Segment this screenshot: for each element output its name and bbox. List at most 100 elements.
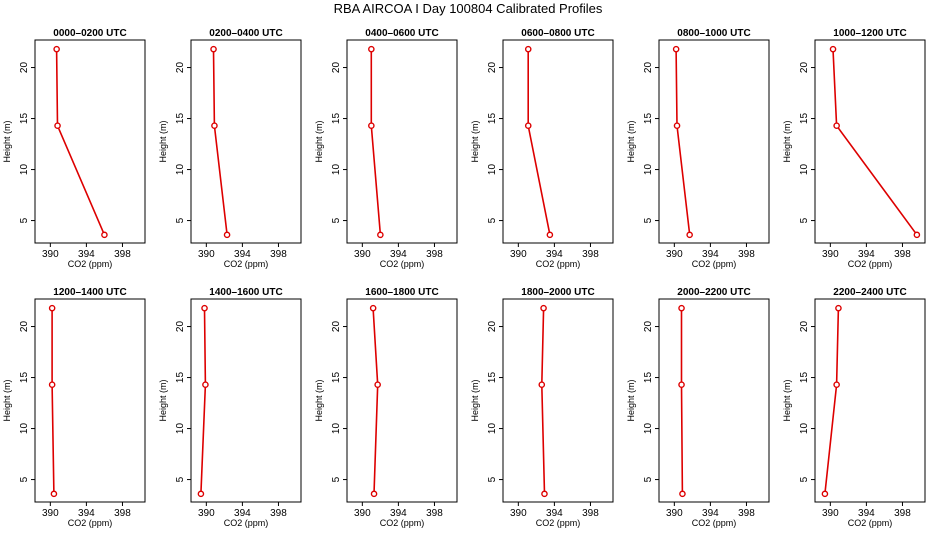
- profile-line: [540, 308, 546, 494]
- y-tick-label: 10: [487, 423, 498, 435]
- data-point: [540, 304, 547, 312]
- y-tick-label: 10: [175, 423, 186, 435]
- y-tick-label: 15: [643, 372, 654, 384]
- y-axis-label: Height (m): [314, 120, 324, 162]
- panel-frame: [346, 39, 458, 244]
- x-axis-label: CO2 (ppm): [536, 259, 581, 269]
- x-tick-label: 398: [738, 508, 755, 519]
- y-axis-label: Height (m): [2, 379, 12, 421]
- x-tick-label: 390: [42, 508, 59, 519]
- y-tick-label: 15: [175, 113, 186, 125]
- x-tick-label: 394: [702, 508, 719, 519]
- y-axis-label: Height (m): [782, 379, 792, 421]
- main-title: RBA AIRCOA I Day 100804 Calibrated Profi…: [333, 1, 603, 16]
- y-axis-label: Height (m): [158, 379, 168, 421]
- y-tick-label: 20: [175, 62, 186, 74]
- data-point: [524, 45, 532, 53]
- x-axis-label: CO2 (ppm): [848, 518, 893, 528]
- y-tick-label: 15: [643, 113, 654, 125]
- panel-frame: [346, 298, 458, 503]
- panel-title: 0400–0600 UTC: [365, 28, 438, 39]
- profile-line: [51, 308, 55, 494]
- data-point: [835, 304, 842, 312]
- panel-title: 1400–1600 UTC: [209, 287, 282, 298]
- data-point: [686, 231, 693, 239]
- data-point: [368, 122, 375, 129]
- data-point: [48, 304, 56, 312]
- panel-frame: [814, 298, 926, 503]
- x-tick-label: 398: [582, 249, 599, 260]
- data-point: [101, 231, 108, 239]
- x-tick-label: 398: [426, 508, 443, 519]
- y-tick-label: 15: [487, 372, 498, 384]
- y-tick-label: 10: [487, 164, 498, 176]
- data-point: [678, 381, 685, 388]
- x-axis-label: CO2 (ppm): [380, 259, 425, 269]
- x-tick-label: 394: [390, 508, 407, 519]
- panel-title: 0800–1000 UTC: [677, 28, 750, 39]
- x-tick-label: 394: [78, 249, 95, 260]
- y-tick-label: 5: [487, 217, 498, 223]
- profile-line: [55, 49, 106, 236]
- data-point: [672, 45, 680, 53]
- y-tick-label: 5: [643, 217, 654, 223]
- profile-line: [527, 49, 551, 235]
- x-tick-label: 390: [354, 508, 371, 519]
- y-tick-label: 15: [331, 372, 342, 384]
- y-tick-label: 5: [487, 476, 498, 482]
- y-tick-label: 10: [331, 164, 342, 176]
- y-axis-label: Height (m): [314, 379, 324, 421]
- y-tick-label: 5: [643, 476, 654, 482]
- panel-frame: [658, 39, 770, 244]
- x-tick-label: 390: [666, 249, 683, 260]
- y-tick-label: 20: [643, 62, 654, 74]
- panel-frame: [190, 298, 302, 503]
- profile-line: [200, 308, 207, 494]
- x-axis-label: CO2 (ppm): [380, 518, 425, 528]
- x-tick-label: 390: [822, 249, 839, 260]
- panel-frame: [34, 39, 146, 244]
- panel-title: 1000–1200 UTC: [833, 28, 906, 39]
- x-tick-label: 390: [666, 508, 683, 519]
- panel-frame: [814, 39, 926, 244]
- y-tick-label: 15: [19, 113, 30, 125]
- data-point: [377, 231, 384, 239]
- x-tick-label: 398: [114, 249, 131, 260]
- data-point: [48, 381, 56, 388]
- data-point: [679, 490, 686, 498]
- data-point: [368, 45, 375, 53]
- x-tick-label: 394: [546, 249, 563, 260]
- x-tick-label: 398: [270, 249, 287, 260]
- data-point: [913, 231, 921, 239]
- x-tick-label: 394: [234, 508, 251, 519]
- x-tick-label: 390: [42, 249, 59, 260]
- data-point: [524, 122, 532, 129]
- x-tick-label: 390: [354, 249, 371, 260]
- y-tick-label: 15: [487, 113, 498, 125]
- x-tick-label: 398: [114, 508, 131, 519]
- y-tick-label: 20: [175, 321, 186, 333]
- y-tick-label: 10: [19, 164, 30, 176]
- x-tick-label: 394: [702, 249, 719, 260]
- data-point: [541, 490, 548, 498]
- y-tick-label: 5: [19, 476, 30, 482]
- panel-title: 0200–0400 UTC: [209, 28, 282, 39]
- y-tick-label: 20: [487, 321, 498, 333]
- y-axis-label: Height (m): [782, 120, 792, 162]
- y-axis-label: Height (m): [470, 120, 480, 162]
- data-point: [538, 381, 546, 388]
- y-tick-label: 20: [487, 62, 498, 74]
- y-tick-label: 10: [175, 164, 186, 176]
- panel-frame: [34, 298, 146, 503]
- x-tick-label: 394: [78, 508, 95, 519]
- x-axis-label: CO2 (ppm): [848, 259, 893, 269]
- data-point: [201, 304, 208, 312]
- y-tick-label: 5: [799, 476, 810, 482]
- x-axis-label: CO2 (ppm): [224, 518, 269, 528]
- y-tick-label: 5: [799, 217, 810, 223]
- y-tick-label: 5: [175, 217, 186, 223]
- panel-title: 2000–2200 UTC: [677, 287, 750, 298]
- y-tick-label: 20: [331, 321, 342, 333]
- data-point: [369, 304, 377, 312]
